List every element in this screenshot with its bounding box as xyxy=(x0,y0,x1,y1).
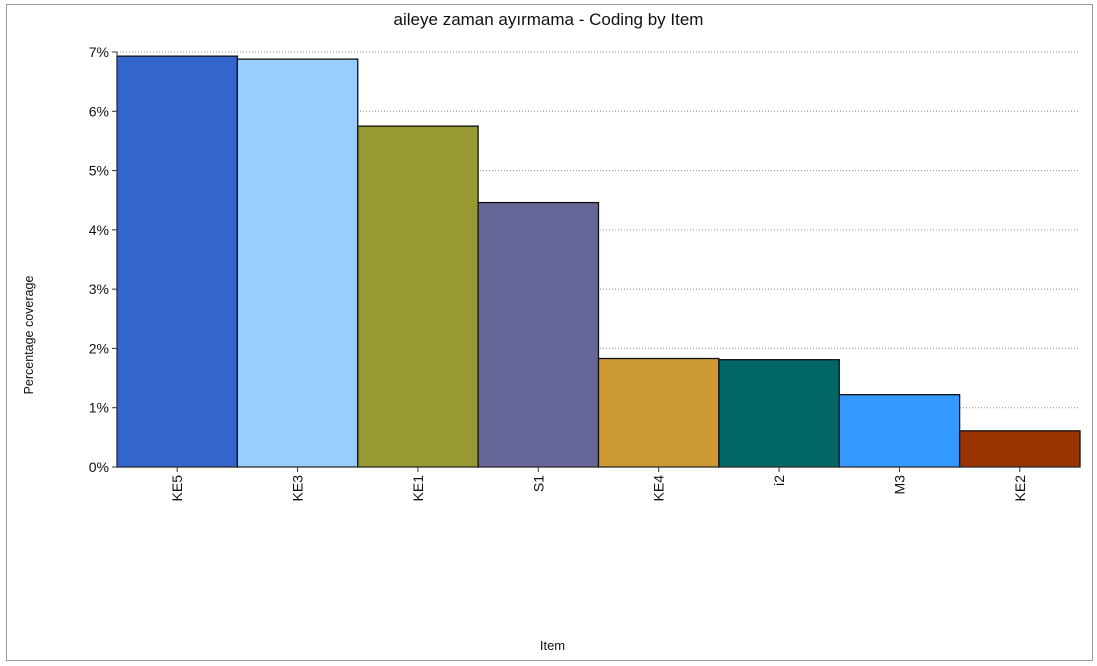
y-tick-label: 0% xyxy=(89,459,109,475)
bar-m3 xyxy=(838,394,961,468)
x-tick-label: i2 xyxy=(771,475,787,486)
chart-title: aileye zaman ayırmama - Coding by Item xyxy=(393,10,704,29)
y-tick-label: 5% xyxy=(89,163,109,179)
bar-ke5 xyxy=(116,55,239,468)
x-tick-label: KE5 xyxy=(169,475,185,502)
x-tick-label: KE3 xyxy=(290,475,306,502)
x-tick-label: KE4 xyxy=(651,475,667,502)
x-tick-label: KE2 xyxy=(1012,475,1028,502)
axes: 0% 1% 2% 3% 4% 5% 6% 7% KE5 KE3 KE1 S1 KE4 i2 M3 KE2 xyxy=(89,44,1080,501)
y-tick-label: 3% xyxy=(89,281,109,297)
y-tick-label: 4% xyxy=(89,222,109,238)
bar-ke2 xyxy=(958,430,1081,468)
x-axis-label: Item xyxy=(539,638,566,653)
x-tick-label: S1 xyxy=(530,475,546,492)
x-tick-label: M3 xyxy=(891,475,907,495)
bar-ke3 xyxy=(236,58,359,468)
x-tick-label: KE1 xyxy=(410,475,426,502)
bar-ke4 xyxy=(597,357,720,468)
bar-i2 xyxy=(718,359,840,468)
y-tick-label: 7% xyxy=(89,44,109,60)
y-tick-label: 2% xyxy=(89,340,109,356)
bar-s1 xyxy=(477,201,600,468)
y-tick-label: 6% xyxy=(89,103,109,119)
bar-ke1 xyxy=(357,125,479,468)
bars xyxy=(116,55,1081,468)
y-tick-label: 1% xyxy=(89,400,109,416)
